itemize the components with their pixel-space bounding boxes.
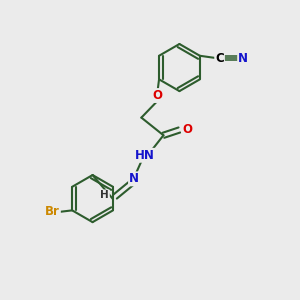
Text: C: C: [215, 52, 224, 64]
Text: O: O: [153, 89, 163, 102]
Text: H: H: [100, 190, 109, 200]
Text: HN: HN: [135, 149, 155, 162]
Text: N: N: [238, 52, 248, 64]
Text: Br: Br: [45, 205, 60, 218]
Text: O: O: [182, 124, 192, 136]
Text: N: N: [129, 172, 139, 185]
